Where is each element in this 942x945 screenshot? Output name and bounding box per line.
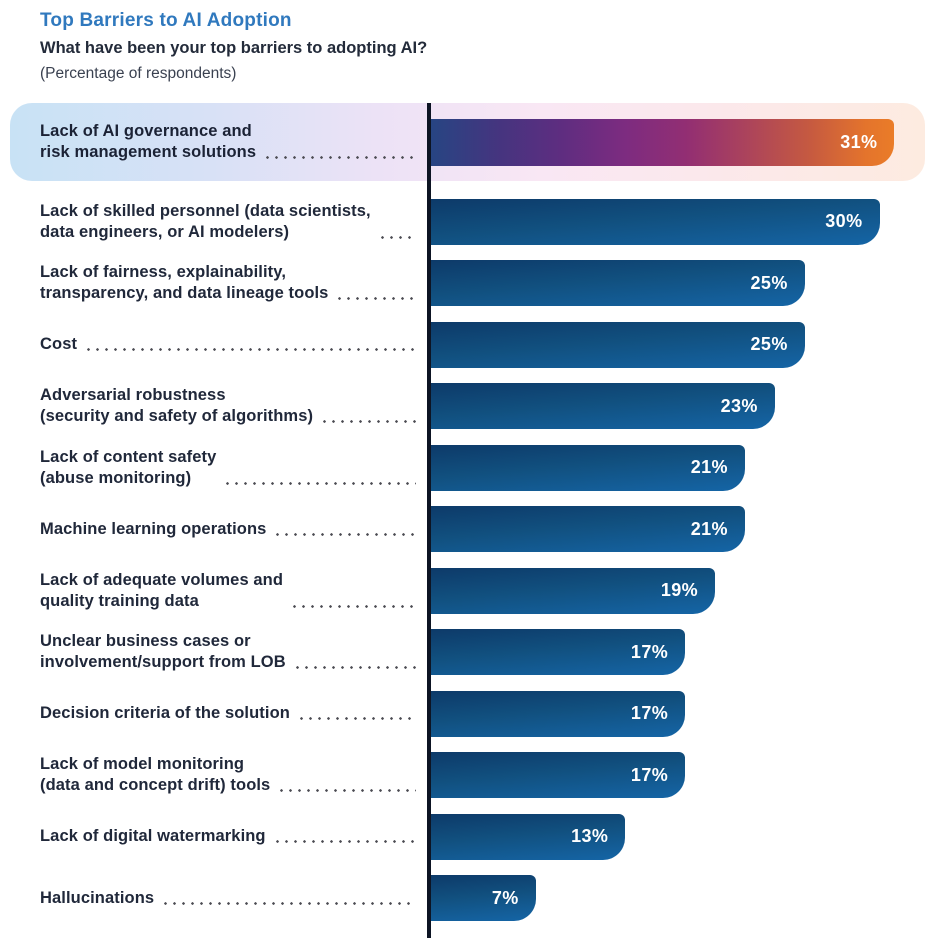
dotted-leader [335, 297, 416, 300]
chart-row: Cost 25% [0, 321, 942, 368]
axis-baseline [427, 103, 431, 938]
bar-label-cell: Lack of digital watermarking [40, 826, 418, 847]
bar-value-label: 13% [571, 826, 609, 846]
bar-value-label: 7% [491, 887, 519, 908]
bar-value-label: 23% [720, 395, 758, 416]
bar-label: Decision criteria of the solution [40, 704, 290, 722]
chart-row: Machine learning operations 21% [0, 506, 942, 552]
chart-subtitle: (Percentage of respondents) [40, 65, 237, 82]
bar: 17% [431, 690, 686, 737]
bar: 30% [431, 198, 880, 245]
dotted-leader [273, 532, 416, 536]
bar-label: Lack of content safety (abuse monitoring… [40, 447, 217, 487]
bar: 19% [431, 567, 716, 614]
chart-row: Unclear business cases or involvement/su… [0, 629, 942, 675]
bar-label: Machine learning operations [40, 519, 267, 538]
chart-row: Lack of skilled personnel (data scientis… [0, 198, 942, 245]
bar-label: Lack of adequate volumes and quality tra… [40, 570, 284, 610]
dotted-leader [292, 666, 416, 669]
bar-label-cell: Adversarial robustness (security and saf… [40, 385, 418, 427]
bar-label: Unclear business cases or involvement/su… [40, 632, 286, 671]
bar: 23% [431, 383, 775, 429]
bar: 21% [431, 506, 745, 552]
chart-row: Lack of fairness, explainability, transp… [0, 260, 942, 306]
bar: 25% [431, 260, 805, 306]
dotted-leader [223, 481, 416, 485]
bar-label: Lack of AI governance and risk managemen… [40, 122, 257, 161]
chart-header: Top Barriers to AI Adoption What have be… [40, 10, 427, 83]
bar-value-label: 25% [750, 272, 788, 293]
chart-row: Lack of content safety (abuse monitoring… [0, 444, 942, 491]
dotted-leader [161, 901, 416, 905]
bar-label-cell: Unclear business cases or involvement/su… [40, 631, 418, 673]
dotted-leader [277, 789, 416, 792]
bar-value-label: 21% [690, 518, 728, 539]
bar-label-cell: Lack of fairness, explainability, transp… [40, 262, 418, 304]
bar-label-cell: Lack of AI governance and risk managemen… [40, 121, 418, 163]
bar-label-cell: Decision criteria of the solution [40, 703, 418, 724]
bar-value-label: 30% [825, 211, 863, 231]
bar-label-cell: Lack of adequate volumes and quality tra… [40, 570, 418, 612]
bar-label-cell: Lack of content safety (abuse monitoring… [40, 447, 418, 489]
bar-label-cell: Hallucinations [40, 888, 418, 909]
bar-label: Hallucinations [40, 888, 155, 907]
bar: 13% [431, 813, 626, 860]
dotted-leader [320, 420, 416, 423]
bar: 21% [431, 444, 745, 491]
chart-row: Lack of adequate volumes and quality tra… [0, 567, 942, 614]
bar: 7% [431, 875, 536, 921]
bar-value-label: 31% [840, 131, 878, 152]
bar-value-label: 17% [630, 764, 669, 785]
dotted-leader [290, 604, 416, 608]
bar-label: Lack of skilled personnel (data scientis… [40, 201, 371, 241]
bar-value-label: 21% [690, 457, 728, 477]
bar: 31% [431, 118, 895, 166]
dotted-leader [377, 235, 416, 239]
chart-row: Lack of AI governance and risk managemen… [10, 103, 925, 181]
bar-label-cell: Lack of model monitoring (data and conce… [40, 754, 418, 796]
chart-title: Top Barriers to AI Adoption [40, 10, 292, 31]
dotted-leader [272, 840, 416, 843]
chart-row: Lack of model monitoring (data and conce… [0, 752, 942, 798]
dotted-leader [84, 348, 416, 351]
bar-label: Cost [40, 335, 78, 353]
bar: 25% [431, 321, 805, 368]
bar-label-cell: Machine learning operations [40, 519, 418, 540]
dotted-leader [263, 156, 416, 159]
bar-value-label: 19% [660, 580, 699, 600]
chart-row: Adversarial robustness (security and saf… [0, 383, 942, 429]
bar-value-label: 17% [630, 641, 669, 662]
bar-label-cell: Cost [40, 334, 418, 355]
bar-label: Adversarial robustness (security and saf… [40, 386, 314, 425]
dotted-leader [296, 717, 416, 720]
bar-rows-container: Lack of AI governance and risk managemen… [0, 103, 942, 921]
bar-label: Lack of model monitoring (data and conce… [40, 755, 271, 794]
chart-row: Lack of digital watermarking 13% [0, 813, 942, 860]
bar-value-label: 25% [750, 334, 788, 354]
bar-label-cell: Lack of skilled personnel (data scientis… [40, 201, 418, 243]
chart-row: Hallucinations 7% [0, 875, 942, 921]
chart-row: Decision criteria of the solution 17% [0, 690, 942, 737]
bar: 17% [431, 752, 686, 798]
bar-label: Lack of digital watermarking [40, 827, 266, 845]
bar-label: Lack of fairness, explainability, transp… [40, 263, 329, 302]
bar: 17% [431, 629, 686, 675]
bar-value-label: 17% [630, 703, 669, 723]
chart-question: What have been your top barriers to adop… [40, 39, 428, 57]
